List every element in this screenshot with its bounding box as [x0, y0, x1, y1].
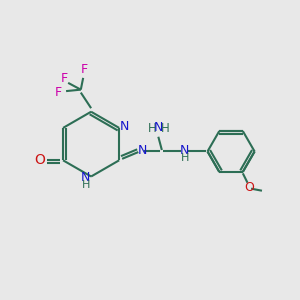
Text: N: N [119, 120, 129, 133]
Text: F: F [61, 72, 68, 85]
Text: N: N [81, 172, 91, 184]
Text: F: F [81, 62, 88, 76]
Text: H: H [161, 122, 170, 135]
Text: H: H [82, 180, 90, 190]
Text: O: O [244, 181, 254, 194]
Text: H: H [148, 122, 157, 135]
Text: O: O [34, 153, 45, 167]
Text: N: N [180, 143, 190, 157]
Text: N: N [154, 122, 164, 134]
Text: N: N [137, 143, 147, 157]
Text: F: F [55, 86, 62, 99]
Text: H: H [181, 153, 189, 163]
